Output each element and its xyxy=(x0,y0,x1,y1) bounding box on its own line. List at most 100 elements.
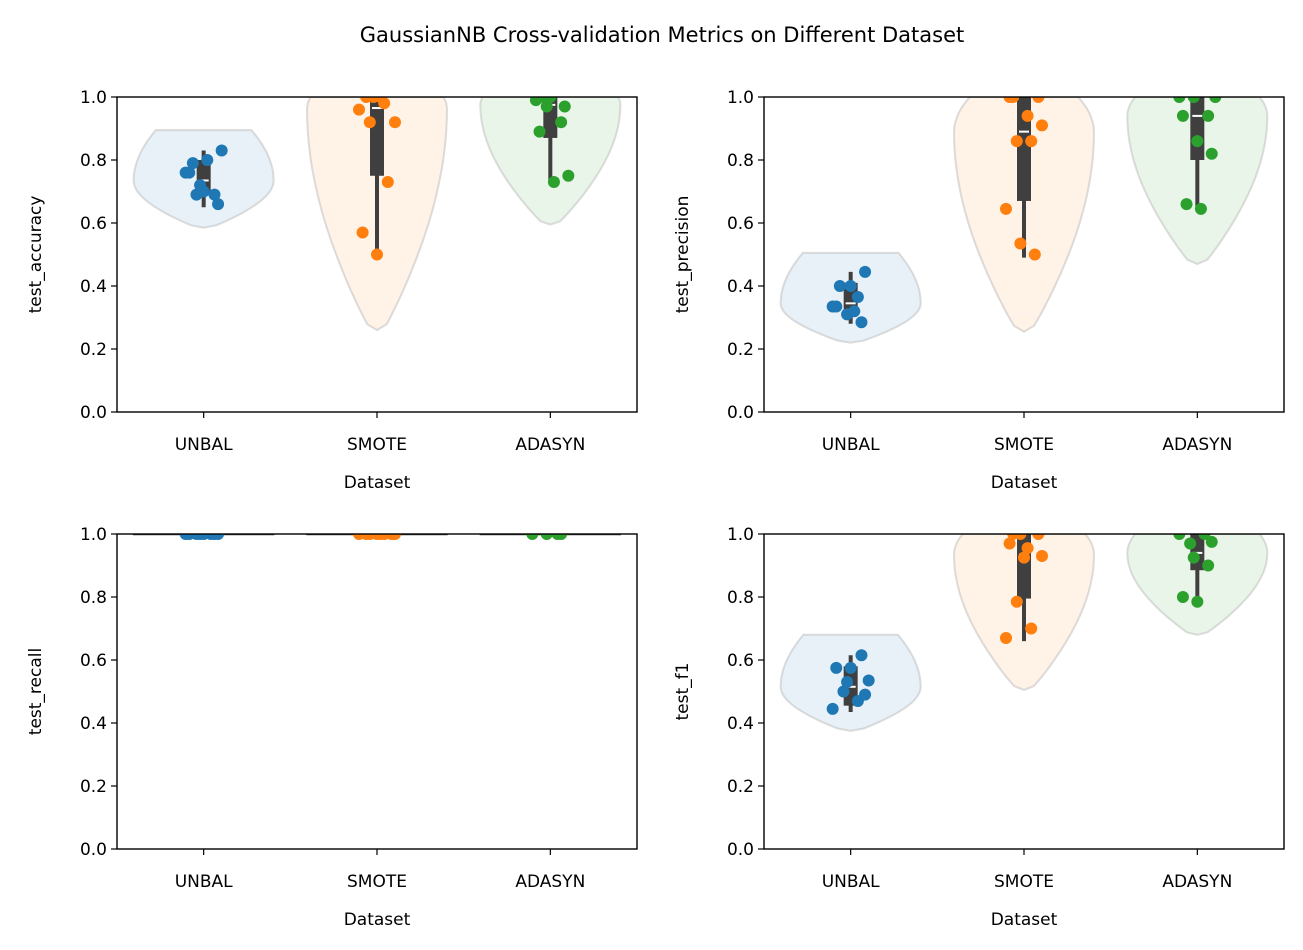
point-unbal xyxy=(848,305,861,318)
y-tick-label: 0.2 xyxy=(727,777,754,797)
point-smote xyxy=(1036,550,1048,563)
series-smote xyxy=(306,534,448,540)
point-adasyn xyxy=(1187,97,1200,103)
iqr-box-smote xyxy=(1017,97,1031,201)
point-smote xyxy=(1003,537,1016,550)
point-smote xyxy=(363,534,376,540)
x-tick-label: SMOTE xyxy=(347,872,407,892)
point-adasyn xyxy=(1176,109,1189,122)
point-smote xyxy=(1028,248,1041,261)
point-smote xyxy=(1010,135,1023,148)
y-tick-label: 1.0 xyxy=(727,88,754,108)
point-adasyn xyxy=(1180,198,1193,211)
y-tick-label: 0.4 xyxy=(727,277,754,297)
point-unbal xyxy=(859,688,872,701)
y-tick-label: 0.8 xyxy=(80,588,107,608)
point-unbal xyxy=(212,198,225,211)
x-tick-label: SMOTE xyxy=(994,435,1054,455)
y-tick-label: 0.0 xyxy=(727,840,754,860)
iqr-box-smote xyxy=(370,97,384,176)
y-tick-label: 1.0 xyxy=(80,525,107,545)
point-smote xyxy=(378,97,391,110)
point-unbal xyxy=(859,265,872,278)
point-adasyn xyxy=(540,534,553,540)
point-unbal xyxy=(830,300,843,313)
y-tick-label: 0.6 xyxy=(727,651,754,671)
point-smote xyxy=(381,176,394,189)
point-unbal xyxy=(862,674,875,687)
point-adasyn xyxy=(547,176,560,189)
y-tick-label: 0.0 xyxy=(80,840,107,860)
series-smote xyxy=(952,97,1096,333)
point-smote xyxy=(1032,97,1045,103)
y-axis-label: test_recall xyxy=(26,648,46,735)
point-smote xyxy=(353,534,365,540)
point-unbal xyxy=(208,188,221,201)
y-axis-label: test_accuracy xyxy=(26,196,46,314)
point-smote xyxy=(1021,542,1034,555)
point-unbal xyxy=(190,188,203,201)
point-unbal xyxy=(855,316,868,329)
point-adasyn xyxy=(1187,551,1200,564)
point-adasyn xyxy=(1202,109,1215,122)
series-adasyn xyxy=(1126,97,1269,266)
point-smote xyxy=(378,534,391,540)
point-adasyn xyxy=(1191,135,1204,148)
y-tick-label: 0.0 xyxy=(727,403,754,423)
point-smote xyxy=(353,103,365,116)
point-adasyn xyxy=(1173,97,1186,103)
y-tick-label: 0.6 xyxy=(80,214,107,234)
panels: 0.0 0.2 0.4 0.6 0.8 1.0 UNBAL SMOTE ADASYN Datase… xyxy=(26,88,1285,930)
point-smote xyxy=(1000,202,1012,215)
x-axis-label: Dataset xyxy=(344,473,411,493)
point-adasyn xyxy=(555,534,568,540)
axes-frame xyxy=(116,533,638,850)
point-adasyn xyxy=(537,97,550,103)
point-adasyn xyxy=(1205,535,1218,548)
y-tick-label: 0.2 xyxy=(80,777,107,797)
y-axis-label: test_f1 xyxy=(673,663,693,721)
point-smote xyxy=(1025,135,1038,148)
point-adasyn xyxy=(533,125,546,138)
series-unbal xyxy=(133,534,275,540)
point-unbal xyxy=(212,534,225,540)
plot-area xyxy=(132,97,622,332)
point-smote xyxy=(363,116,376,129)
y-tick-label: 0.2 xyxy=(80,340,107,360)
x-tick-label: ADASYN xyxy=(515,435,585,455)
point-adasyn xyxy=(558,100,571,113)
series-unbal xyxy=(779,633,922,732)
x-tick-label: UNBAL xyxy=(822,872,880,892)
point-unbal xyxy=(183,166,196,179)
point-adasyn xyxy=(1184,537,1197,550)
point-smote xyxy=(1014,237,1027,250)
point-adasyn xyxy=(562,169,575,182)
point-adasyn xyxy=(1194,202,1207,215)
y-tick-label: 0.8 xyxy=(80,151,107,171)
point-smote xyxy=(1010,595,1023,608)
x-axis-label: Dataset xyxy=(991,473,1058,493)
chart-title: GaussianNB Cross-validation Metrics on D… xyxy=(360,23,964,47)
y-tick-label: 0.2 xyxy=(727,340,754,360)
y-tick-label: 0.4 xyxy=(80,277,107,297)
point-smote xyxy=(1018,551,1030,564)
x-tick-label: ADASYN xyxy=(1162,435,1232,455)
point-unbal xyxy=(855,649,868,662)
point-smote xyxy=(356,226,369,239)
point-adasyn xyxy=(1205,147,1218,160)
series-smote xyxy=(305,97,449,332)
point-adasyn xyxy=(555,116,568,129)
point-adasyn xyxy=(1176,591,1189,603)
point-unbal xyxy=(201,154,214,166)
point-unbal xyxy=(837,685,850,698)
series-smote xyxy=(953,534,1095,691)
point-unbal xyxy=(851,291,864,304)
y-tick-label: 0.4 xyxy=(727,714,754,734)
iqr-box-adasyn xyxy=(1190,97,1205,160)
x-tick-label: SMOTE xyxy=(994,872,1054,892)
point-adasyn xyxy=(1191,595,1204,608)
point-smote xyxy=(1000,631,1012,644)
x-tick-label: UNBAL xyxy=(175,435,233,455)
point-unbal xyxy=(833,280,846,292)
